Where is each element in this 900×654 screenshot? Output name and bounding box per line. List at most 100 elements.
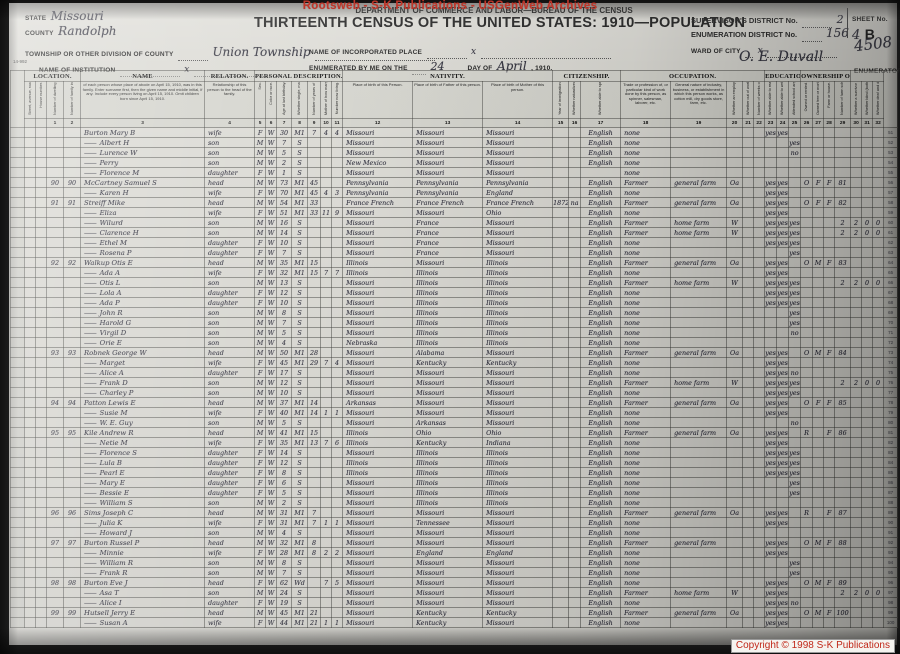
ind-cell bbox=[670, 617, 728, 628]
bp-cell: Missouri bbox=[342, 237, 414, 248]
occ-cell: Farmer bbox=[620, 537, 672, 548]
fbp-cell: France bbox=[412, 237, 484, 248]
write-cell: yes bbox=[776, 277, 790, 288]
deaf-cell bbox=[872, 157, 885, 168]
yrs-cell bbox=[307, 477, 322, 488]
mar-cell: M1 bbox=[291, 177, 309, 188]
rel-cell: daughter bbox=[204, 297, 256, 308]
name-cell: Streiff Mike bbox=[80, 197, 206, 208]
write-cell: yes bbox=[776, 237, 790, 248]
name-cell: —— Marget bbox=[80, 357, 206, 368]
imm-cell bbox=[552, 297, 570, 308]
oow-cell bbox=[742, 527, 755, 538]
name-cell: —— Frank R bbox=[80, 567, 206, 578]
col-cell: W bbox=[265, 367, 278, 378]
cb-cell bbox=[320, 197, 333, 208]
bp-cell: Missouri bbox=[342, 347, 414, 358]
farm-cell: F bbox=[823, 347, 836, 358]
free-cell bbox=[812, 157, 825, 168]
mar-cell: S bbox=[291, 237, 309, 248]
lang-cell: English bbox=[580, 327, 622, 338]
rel-cell: head bbox=[204, 177, 256, 188]
nat-cell: na bbox=[568, 197, 582, 208]
family-number-cell: 98 bbox=[62, 577, 82, 588]
nat-cell bbox=[568, 327, 582, 338]
sched-cell bbox=[834, 497, 852, 508]
cb-cell bbox=[320, 137, 333, 148]
cb-cell bbox=[320, 287, 333, 298]
house-number-cell bbox=[35, 607, 47, 618]
col-cell: W bbox=[265, 197, 278, 208]
bp-cell: Missouri bbox=[342, 487, 414, 498]
rel-cell: daughter bbox=[204, 597, 256, 608]
nat-cell bbox=[568, 287, 582, 298]
left-margin-cell bbox=[10, 527, 25, 538]
street-cell bbox=[24, 587, 36, 598]
free-cell bbox=[812, 457, 825, 468]
yrs-cell: 14 bbox=[307, 407, 322, 418]
sex-cell: F bbox=[254, 127, 267, 138]
read-cell: yes bbox=[764, 377, 778, 388]
col-cell: W bbox=[265, 207, 278, 218]
vet-cell bbox=[850, 157, 863, 168]
blind-cell bbox=[861, 287, 874, 298]
mbp-cell: Missouri bbox=[482, 417, 554, 428]
age-cell: 73 bbox=[276, 177, 293, 188]
yrs-cell bbox=[307, 367, 322, 378]
oow-cell bbox=[742, 237, 755, 248]
emp-cell bbox=[726, 267, 744, 278]
emp-cell bbox=[726, 497, 744, 508]
age-cell: 2 bbox=[276, 497, 293, 508]
sex-cell: F bbox=[254, 517, 267, 528]
family-number-cell bbox=[62, 137, 82, 148]
column-caption: Color or race. bbox=[265, 81, 278, 119]
sex-cell: M bbox=[254, 387, 267, 398]
ind-cell bbox=[670, 237, 728, 248]
nat-cell bbox=[568, 617, 582, 628]
family-number-cell bbox=[62, 317, 82, 328]
imm-cell bbox=[552, 537, 570, 548]
blind-cell bbox=[861, 497, 874, 508]
deaf-cell bbox=[872, 317, 885, 328]
deaf-cell bbox=[872, 527, 885, 538]
yrs-cell bbox=[307, 387, 322, 398]
mar-cell: S bbox=[291, 557, 309, 568]
rel-cell: daughter bbox=[204, 477, 256, 488]
free-cell: F bbox=[812, 177, 825, 188]
nat-cell bbox=[568, 367, 582, 378]
occ-cell: Farmer bbox=[620, 607, 672, 618]
ind-cell bbox=[670, 567, 728, 578]
fbp-cell: Illinois bbox=[412, 337, 484, 348]
oow-cell bbox=[742, 417, 755, 428]
deaf-cell bbox=[872, 367, 885, 378]
column-caption: Whether naturalized or alien. bbox=[568, 81, 582, 119]
cb-cell bbox=[320, 497, 333, 508]
occ-cell: none bbox=[620, 467, 672, 478]
mbp-cell: Missouri bbox=[482, 377, 554, 388]
bp-cell: Missouri bbox=[342, 417, 414, 428]
page-marking: 4508 bbox=[853, 32, 894, 56]
fbp-cell: Kentucky bbox=[412, 357, 484, 368]
oow-cell bbox=[742, 407, 755, 418]
occ-cell: none bbox=[620, 337, 672, 348]
column-caption: Sex. bbox=[254, 81, 267, 119]
family-number-cell bbox=[62, 567, 82, 578]
deaf-cell bbox=[872, 197, 885, 208]
own-cell bbox=[800, 237, 814, 248]
read-cell: yes bbox=[764, 597, 778, 608]
school-cell: yes bbox=[788, 137, 802, 148]
vet-cell bbox=[850, 507, 863, 518]
nat-cell bbox=[568, 447, 582, 458]
blind-cell bbox=[861, 337, 874, 348]
fbp-cell: Missouri bbox=[412, 137, 484, 148]
yrs-cell bbox=[307, 527, 322, 538]
occ-cell: Farmer bbox=[620, 587, 672, 598]
yrs-cell: 14 bbox=[307, 397, 322, 408]
mbp-cell: Missouri bbox=[482, 567, 554, 578]
left-margin-cell bbox=[10, 237, 25, 248]
yrs-cell: 45 bbox=[307, 187, 322, 198]
column-caption: Whether able to read. bbox=[764, 81, 778, 119]
col-cell: W bbox=[265, 497, 278, 508]
yrs-cell bbox=[307, 557, 322, 568]
